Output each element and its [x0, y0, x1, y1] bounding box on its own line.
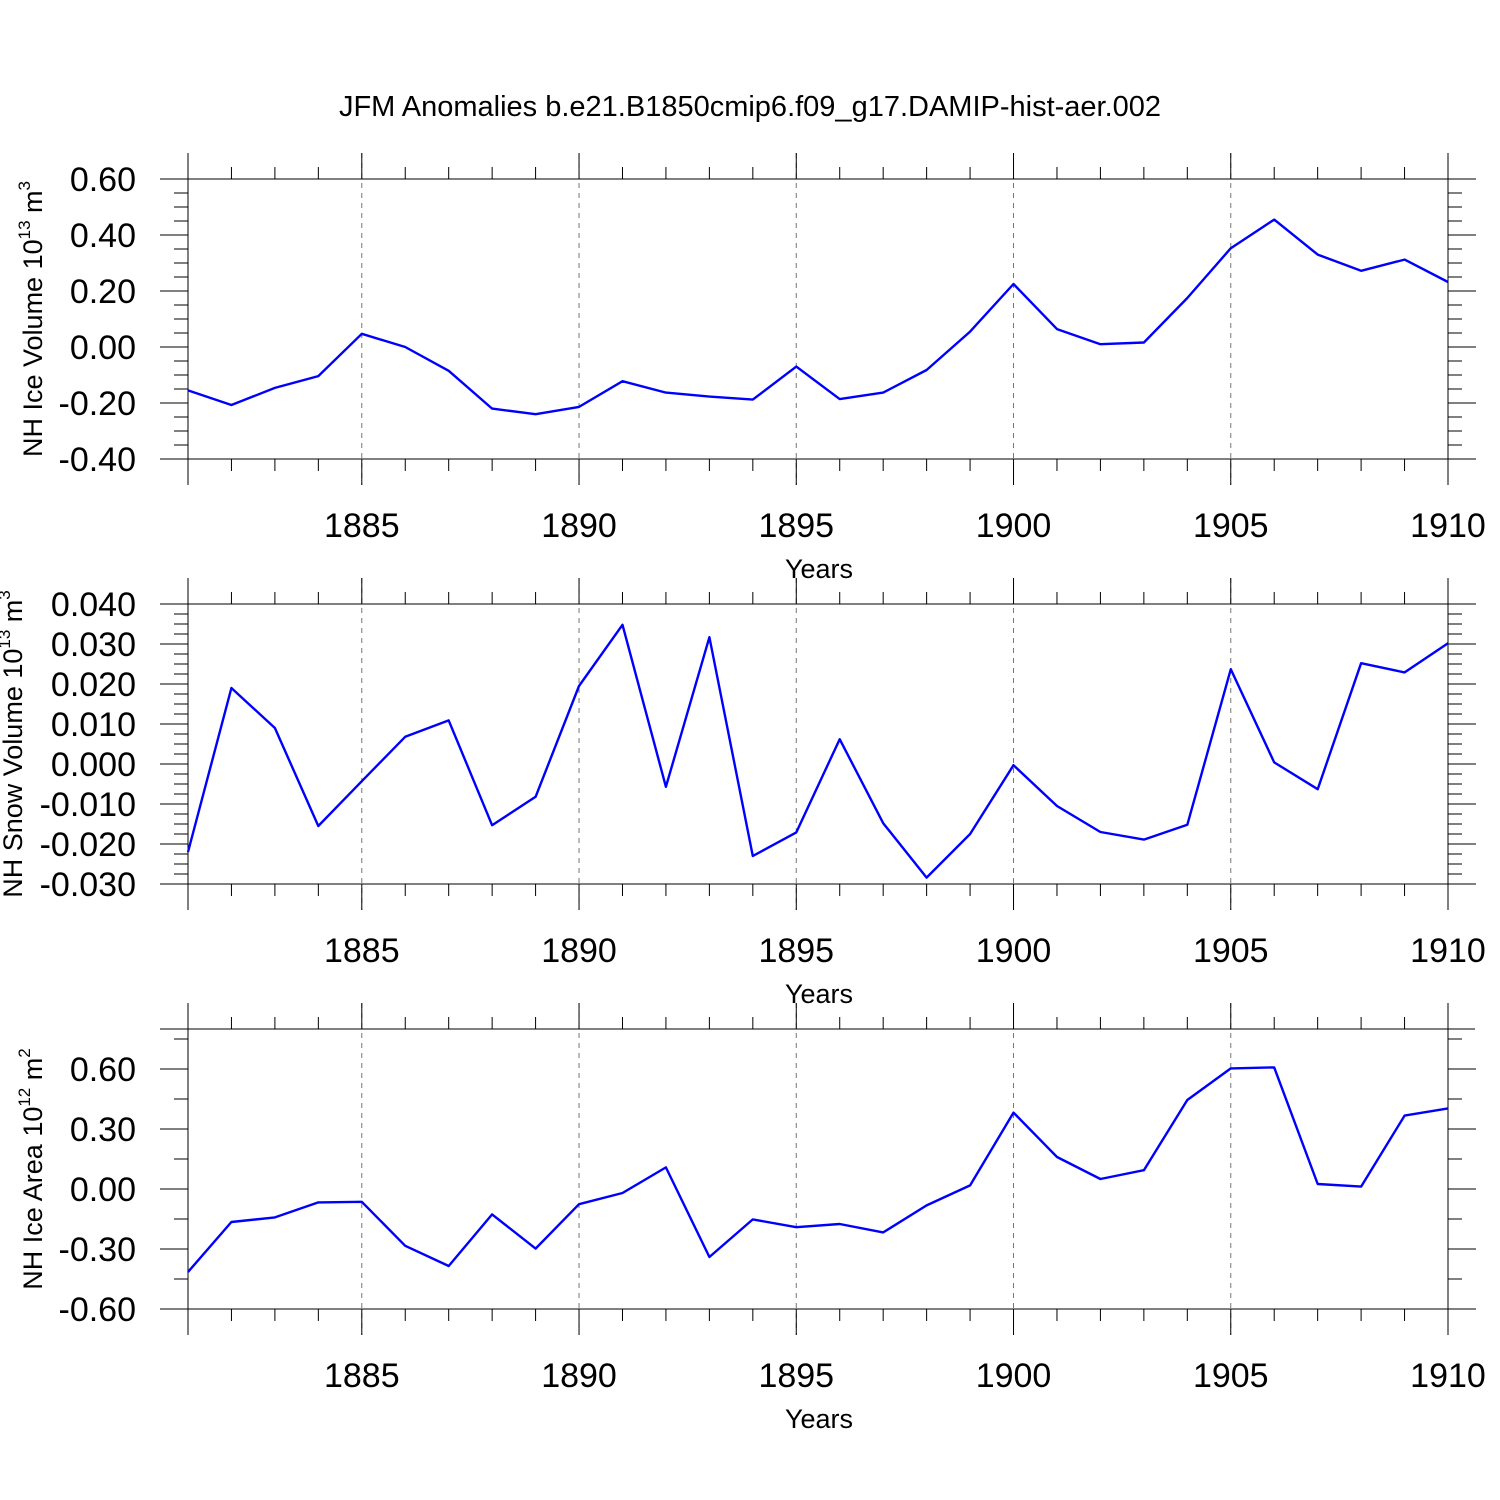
y-tick-label: 0.20 [70, 273, 136, 311]
x-tick-label: 1905 [1193, 1357, 1269, 1395]
ice-area-panel: -0.60 -0.30 0.00 0.30 0.60 1885 1890 1895 1900 19… [15, 1003, 1486, 1434]
x-tick-label: 1890 [541, 932, 617, 970]
figure-title: JFM Anomalies b.e21.B1850cmip6.f09_g17.D… [339, 91, 1161, 123]
x-tick-label: 1895 [758, 932, 834, 970]
y-tick-label: 0.000 [51, 746, 136, 784]
x-tick-label: 1900 [976, 507, 1052, 545]
y-tick-label: -0.010 [40, 786, 136, 824]
y-tick-label: -0.030 [40, 866, 136, 904]
ice-volume-panel: -0.40 -0.20 0.00 0.20 0.40 0.60 1885 1890 1895 19… [15, 153, 1486, 584]
x-tick-label: 1900 [976, 932, 1052, 970]
series-line-nh-snow-volume [186, 623, 1449, 879]
x-tick-label: 1885 [324, 1357, 400, 1395]
x-tick-label: 1890 [541, 1357, 617, 1395]
y-tick-label: -0.20 [59, 385, 137, 423]
y-tick-label: 0.030 [51, 626, 136, 664]
snow-volume-panel: -0.030-0.020-0.0100.0000.0100.0200.0300.… [0, 578, 1486, 1009]
x-tick-label: 1905 [1193, 932, 1269, 970]
y-tick-label: 0.40 [70, 217, 136, 255]
x-tick-label: 1910 [1410, 507, 1486, 545]
y-tick-label: 0.30 [70, 1111, 136, 1149]
x-tick-label: 1895 [758, 1357, 834, 1395]
x-axis-label: Years [785, 979, 853, 1009]
y-axis-label: NH Snow Volume 1013 m3 [0, 590, 28, 898]
x-axis-label: Years [785, 554, 853, 584]
y-tick-label: 0.010 [51, 706, 136, 744]
y-tick-label: 0.60 [70, 161, 136, 199]
y-tick-label: 0.040 [51, 586, 136, 624]
x-tick-label: 1885 [324, 932, 400, 970]
y-tick-label: 0.00 [70, 1171, 136, 1209]
y-tick-label: -0.30 [59, 1231, 137, 1269]
x-axis-label: Years [785, 1404, 853, 1434]
x-tick-label: 1895 [758, 507, 834, 545]
y-tick-label: -0.40 [59, 441, 137, 479]
y-tick-label: 0.60 [70, 1051, 136, 1089]
y-tick-label: 0.00 [70, 329, 136, 367]
x-tick-label: 1890 [541, 507, 617, 545]
series-line-nh-ice-area [187, 1066, 1449, 1273]
x-tick-label: 1900 [976, 1357, 1052, 1395]
y-tick-label: -0.60 [59, 1291, 137, 1329]
y-tick-label: 0.020 [51, 666, 136, 704]
x-tick-label: 1885 [324, 507, 400, 545]
series-line-nh-ice-volume [187, 218, 1449, 416]
x-tick-label: 1910 [1410, 1357, 1486, 1395]
y-tick-label: -0.020 [40, 826, 136, 864]
x-tick-label: 1910 [1410, 932, 1486, 970]
y-axis-label: NH Ice Volume 1013 m3 [15, 181, 48, 457]
y-axis-label: NH Ice Area 1012 m2 [15, 1048, 48, 1289]
x-tick-label: 1905 [1193, 507, 1269, 545]
